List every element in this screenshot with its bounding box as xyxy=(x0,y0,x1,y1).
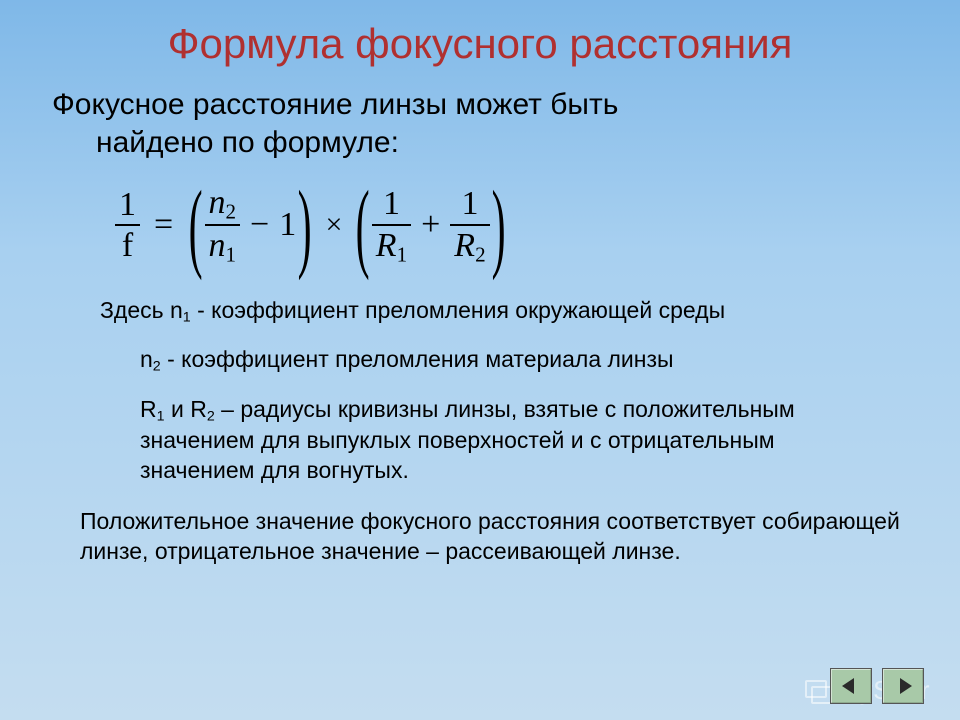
copy-icon xyxy=(805,680,831,702)
r2-sub: 2 xyxy=(475,242,486,266)
p3-rest: – радиусы кривизны линзы, взятые с полож… xyxy=(140,396,795,482)
r2-den: R2 xyxy=(450,226,489,267)
p3-a-sub: 1 xyxy=(157,409,165,425)
plus-sign: + xyxy=(421,206,440,244)
n2-num: n2 xyxy=(205,183,241,224)
frac-lhs: 1 f xyxy=(115,185,140,266)
group-2: 1 R1 + 1 R2 xyxy=(372,184,490,267)
n1-sym: n xyxy=(209,227,226,264)
p2-pre: n xyxy=(140,346,153,372)
p3-b-sub: 2 xyxy=(207,409,215,425)
n1-den: n1 xyxy=(205,226,241,267)
frac-1-r2: 1 R2 xyxy=(450,184,489,267)
p1-sub: 1 xyxy=(183,309,191,325)
minus-sign: − xyxy=(250,206,269,244)
prev-button[interactable] xyxy=(830,668,872,704)
right-paren-2: ) xyxy=(491,188,505,263)
next-button[interactable] xyxy=(882,668,924,704)
p1-post: - коэффициент преломления окружающей сре… xyxy=(191,297,725,323)
intro-line1: Фокусное расстояние линзы может быть xyxy=(52,88,618,121)
definition-r1-r2: R1 и R2 – радиусы кривизны линзы, взятые… xyxy=(0,395,960,485)
lhs-numerator: 1 xyxy=(115,185,140,225)
definition-n2: n2 - коэффициент преломления материала л… xyxy=(0,345,960,376)
r2-sym: R xyxy=(454,227,475,264)
right-paren-1: ) xyxy=(298,188,312,263)
note-sign-convention: Положительное значение фокусного расстоя… xyxy=(0,507,960,566)
equals-sign: = xyxy=(154,206,173,244)
lhs-denominator: f xyxy=(118,226,137,266)
left-paren-1: ( xyxy=(189,188,203,263)
r1-den: R1 xyxy=(372,226,411,267)
r1-sub: 1 xyxy=(397,242,408,266)
times-sign: × xyxy=(326,208,343,242)
p1-pre: Здесь n xyxy=(100,297,183,323)
intro-text: Фокусное расстояние линзы может быть най… xyxy=(0,86,960,161)
n2-sym: n xyxy=(209,184,226,221)
slide: Формула фокусного расстояния Фокусное ра… xyxy=(0,0,960,720)
r1-num: 1 xyxy=(379,184,404,224)
slide-title: Формула фокусного расстояния xyxy=(0,0,960,86)
group-1: n2 n1 − 1 xyxy=(205,183,297,268)
lensmaker-formula: 1 f = ( n2 n1 − 1 ) × ( 1 R1 + 1 xyxy=(0,183,960,268)
arrow-left-icon xyxy=(840,676,862,696)
left-paren-2: ( xyxy=(356,188,370,263)
p2-post: - коэффициент преломления материала линз… xyxy=(161,346,674,372)
intro-line2: найдено по формуле: xyxy=(52,124,920,162)
p3-a: R xyxy=(140,396,157,422)
slide-nav xyxy=(830,668,924,704)
r2-num: 1 xyxy=(457,184,482,224)
n2-sub: 2 xyxy=(226,199,237,223)
frac-n2-n1: n2 n1 xyxy=(205,183,241,268)
r1-sym: R xyxy=(376,227,397,264)
frac-1-r1: 1 R1 xyxy=(372,184,411,267)
p3-mid: и R xyxy=(165,396,207,422)
arrow-right-icon xyxy=(892,676,914,696)
p2-sub: 2 xyxy=(153,358,161,374)
n1-sub: 1 xyxy=(226,243,237,267)
one: 1 xyxy=(279,206,296,244)
definition-n1: Здесь n1 - коэффициент преломления окруж… xyxy=(0,296,960,327)
